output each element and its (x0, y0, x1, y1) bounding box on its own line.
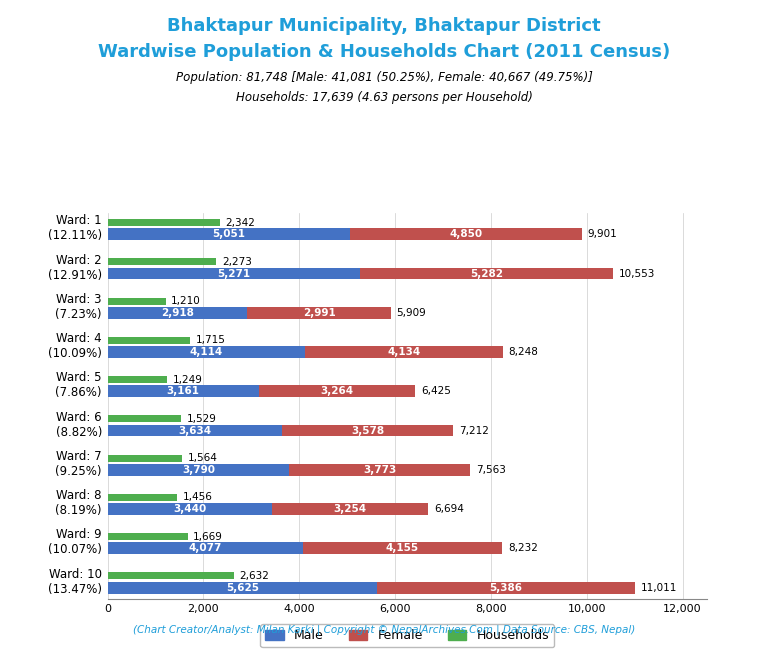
Bar (289, 464, 470, 476)
Text: 9,901: 9,901 (588, 229, 617, 239)
Text: 5,271: 5,271 (217, 268, 250, 278)
Bar (377, 581, 635, 593)
Text: 4,077: 4,077 (188, 543, 222, 553)
Text: 2,991: 2,991 (303, 308, 336, 318)
Text: 2,632: 2,632 (240, 571, 270, 581)
Text: Population: 81,748 [Male: 41,081 (50.25%), Female: 40,667 (49.75%)]: Population: 81,748 [Male: 41,081 (50.25%… (176, 71, 592, 85)
Bar (108, 219, 220, 226)
Bar (108, 416, 180, 422)
Bar (273, 503, 429, 515)
Bar (108, 533, 187, 540)
Text: 1,715: 1,715 (196, 335, 225, 345)
Text: 3,578: 3,578 (351, 426, 384, 436)
Bar (108, 503, 273, 515)
Text: 3,254: 3,254 (334, 504, 367, 514)
Text: 5,051: 5,051 (212, 229, 245, 239)
Legend: Male, Female, Households: Male, Female, Households (260, 624, 554, 647)
Bar (259, 386, 415, 397)
Text: 11,011: 11,011 (641, 583, 677, 593)
Text: Households: 17,639 (4.63 persons per Household): Households: 17,639 (4.63 persons per Hou… (236, 91, 532, 105)
Text: 5,625: 5,625 (226, 583, 259, 593)
Text: 5,386: 5,386 (490, 583, 523, 593)
Bar (108, 346, 305, 358)
Bar (360, 268, 614, 280)
Text: 2,918: 2,918 (161, 308, 194, 318)
Text: 1,564: 1,564 (188, 453, 218, 463)
Text: 3,440: 3,440 (174, 504, 207, 514)
Text: 3,161: 3,161 (167, 386, 200, 396)
Text: Bhaktapur Municipality, Bhaktapur District: Bhaktapur Municipality, Bhaktapur Distri… (167, 17, 601, 35)
Text: 10,553: 10,553 (619, 268, 655, 278)
Text: 3,264: 3,264 (321, 386, 354, 396)
Bar (108, 337, 190, 344)
Bar (108, 572, 233, 579)
Bar (108, 258, 217, 265)
Text: 3,634: 3,634 (178, 426, 211, 436)
Text: 5,909: 5,909 (396, 308, 426, 318)
Text: 1,456: 1,456 (183, 492, 213, 502)
Text: Wardwise Population & Households Chart (2011 Census): Wardwise Population & Households Chart (… (98, 43, 670, 61)
Text: 4,155: 4,155 (386, 543, 419, 553)
Bar (349, 228, 582, 240)
Text: 8,232: 8,232 (508, 543, 538, 553)
Bar (108, 298, 166, 304)
Text: 8,248: 8,248 (508, 347, 538, 357)
Bar (108, 307, 247, 319)
Text: 2,342: 2,342 (226, 218, 256, 228)
Bar (108, 464, 289, 476)
Text: 4,850: 4,850 (449, 229, 482, 239)
Bar (108, 494, 177, 501)
Bar (108, 425, 282, 436)
Bar (247, 307, 391, 319)
Bar (282, 425, 453, 436)
Text: (Chart Creator/Analyst: Milan Karki | Copyright © NepalArchives.Com | Data Sourc: (Chart Creator/Analyst: Milan Karki | Co… (133, 624, 635, 635)
Text: 4,114: 4,114 (190, 347, 223, 357)
Text: 6,694: 6,694 (434, 504, 464, 514)
Bar (108, 228, 349, 240)
Bar (108, 581, 377, 593)
Bar (305, 346, 503, 358)
Text: 1,210: 1,210 (171, 296, 201, 306)
Text: 4,134: 4,134 (387, 347, 420, 357)
Bar (108, 543, 303, 554)
Text: 3,773: 3,773 (363, 465, 396, 475)
Text: 1,249: 1,249 (173, 374, 203, 384)
Text: 5,282: 5,282 (470, 268, 503, 278)
Bar (108, 386, 259, 397)
Text: 7,563: 7,563 (475, 465, 505, 475)
Text: 1,669: 1,669 (194, 531, 223, 541)
Text: 2,273: 2,273 (222, 257, 252, 267)
Text: 6,425: 6,425 (421, 386, 451, 396)
Bar (303, 543, 502, 554)
Bar (108, 455, 183, 462)
Text: 7,212: 7,212 (459, 426, 488, 436)
Text: 3,790: 3,790 (182, 465, 215, 475)
Bar (108, 376, 167, 383)
Text: 1,529: 1,529 (187, 414, 217, 424)
Bar (108, 268, 360, 280)
